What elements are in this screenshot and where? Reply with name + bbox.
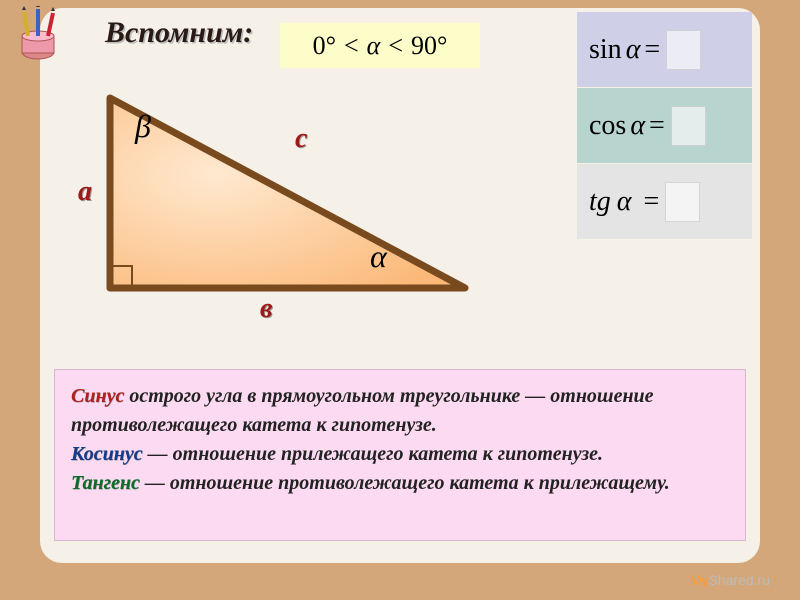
sin-fn: sin bbox=[589, 34, 622, 66]
watermark-rest: Shared.ru bbox=[709, 572, 770, 588]
formula-rhs: 90° bbox=[411, 31, 447, 61]
angle-beta: β bbox=[135, 108, 151, 145]
tan-term: Тангенс bbox=[71, 472, 140, 494]
triangle-diagram: β α а с в bbox=[50, 68, 480, 348]
pencil-cup-icon bbox=[10, 6, 66, 62]
sin-term: Синус bbox=[71, 385, 124, 407]
sin-definition: Синус острого угла в прямоугольном треуг… bbox=[71, 382, 729, 440]
cos-arg: α bbox=[630, 110, 645, 142]
angle-alpha: α bbox=[370, 238, 387, 275]
tan-eq: = bbox=[643, 186, 659, 218]
tan-arg: α bbox=[617, 186, 632, 218]
tan-answer-box bbox=[665, 182, 700, 222]
page-title: Вспомним: bbox=[105, 16, 253, 50]
cos-term: Косинус bbox=[71, 443, 143, 465]
sin-text: острого угла в прямоугольном треугольник… bbox=[71, 385, 654, 436]
cos-answer-box bbox=[671, 106, 706, 146]
cos-definition: Косинус — отношение прилежащего катета к… bbox=[71, 440, 729, 469]
sin-answer-box bbox=[666, 30, 701, 70]
sin-arg: α bbox=[626, 34, 641, 66]
side-a-label: а bbox=[78, 176, 92, 208]
sin-eq: = bbox=[644, 34, 660, 66]
cos-row: cos α = bbox=[577, 88, 752, 163]
sin-row: sin α = bbox=[577, 12, 752, 87]
watermark-my: My bbox=[690, 572, 709, 588]
trig-formulas-panel: sin α = cos α = tg α = bbox=[577, 12, 752, 240]
tan-definition: Тангенс — отношение противолежащего кате… bbox=[71, 469, 729, 498]
side-c-label: с bbox=[295, 123, 307, 155]
formula-lhs: 0° bbox=[313, 31, 336, 61]
tan-text: — отношение противолежащего катета к при… bbox=[140, 472, 670, 494]
formula-alpha: α bbox=[367, 31, 381, 61]
tan-row: tg α = bbox=[577, 164, 752, 239]
cos-eq: = bbox=[649, 110, 665, 142]
slide-card: Вспомним: 0° < α < 90° β α а с в sin α = bbox=[40, 8, 760, 563]
definitions-box: Синус острого угла в прямоугольном треуг… bbox=[54, 369, 746, 541]
watermark: MyShared.ru bbox=[690, 572, 770, 588]
lt-2: < bbox=[388, 31, 403, 61]
cos-fn: cos bbox=[589, 110, 626, 142]
tan-fn: tg bbox=[589, 186, 611, 218]
side-b-label: в bbox=[260, 293, 273, 325]
angle-range-formula: 0° < α < 90° bbox=[280, 23, 480, 68]
cos-text: — отношение прилежащего катета к гипотен… bbox=[143, 443, 603, 465]
lt-1: < bbox=[344, 31, 359, 61]
